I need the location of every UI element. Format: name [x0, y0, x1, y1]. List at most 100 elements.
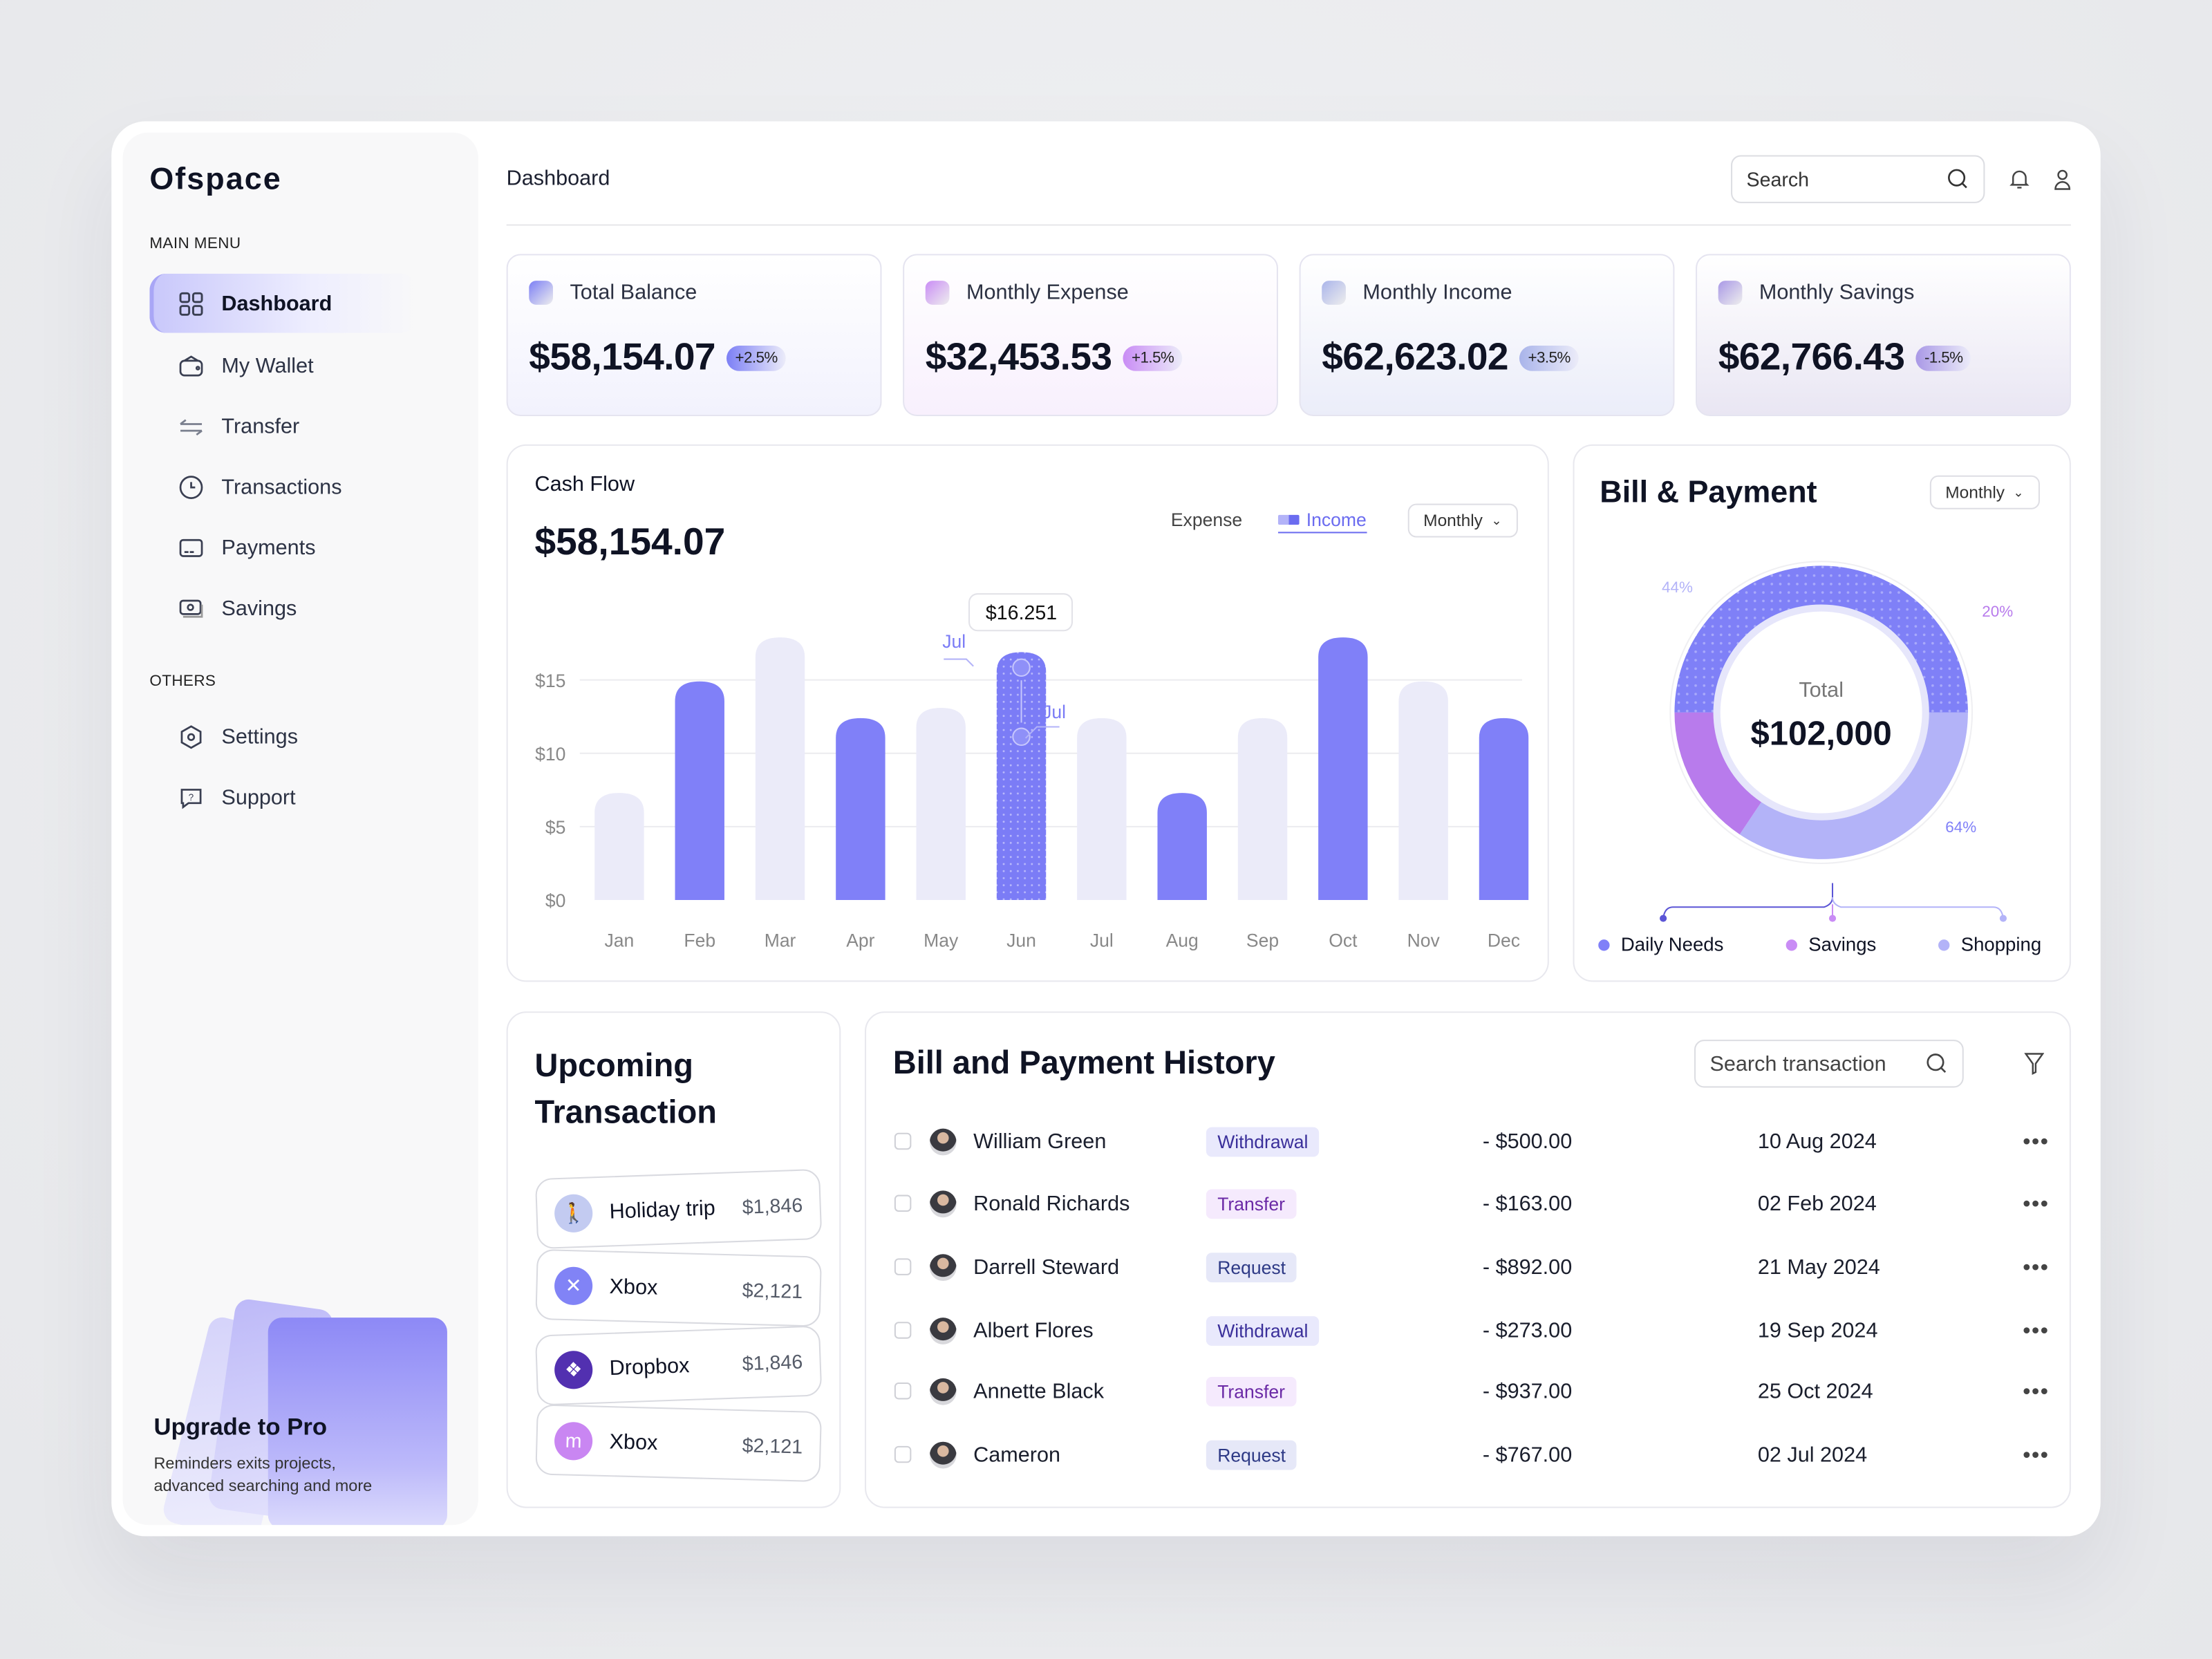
more-options-icon[interactable]: ••• [2023, 1442, 2050, 1467]
row-date: 10 Aug 2024 [1757, 1129, 1877, 1154]
sidebar-item-dashboard[interactable]: Dashboard [149, 273, 418, 333]
row-name: Albert Flores [973, 1318, 1094, 1342]
marker-point [1012, 727, 1031, 747]
type-badge: Transfer [1206, 1376, 1297, 1406]
row-checkbox[interactable] [894, 1445, 912, 1463]
bar-nov[interactable] [1398, 681, 1448, 901]
sidebar-item-support[interactable]: ? Support [149, 767, 418, 827]
table-row[interactable]: Albert Flores Withdrawal - $273.00 19 Sep 2… [894, 1313, 2048, 1347]
header-divider [506, 224, 2071, 226]
row-checkbox[interactable] [894, 1322, 912, 1339]
row-amount: - $892.00 [1482, 1255, 1573, 1279]
upcoming-item[interactable]: ✕ Xbox $2,121 [535, 1248, 823, 1327]
sidebar-item-settings[interactable]: Settings [149, 706, 418, 766]
period-value: Monthly [1945, 482, 2005, 503]
bar-apr[interactable] [836, 718, 885, 901]
upgrade-card[interactable]: Upgrade to Pro Reminders exits projects,… [123, 1289, 478, 1526]
legend-expense[interactable]: Expense [1170, 509, 1243, 531]
connector-dot [1999, 915, 2007, 922]
bar-jun[interactable] [996, 652, 1047, 901]
more-options-icon[interactable]: ••• [2023, 1255, 2050, 1279]
sidebar-item-label: Dashboard [221, 291, 332, 316]
stat-change-badge: +2.5% [727, 344, 787, 371]
search-icon [1948, 169, 1967, 189]
legend-dot [1938, 939, 1950, 950]
upcoming-title: Upcoming Transaction [534, 1047, 717, 1130]
row-name: Darrell Steward [973, 1255, 1120, 1279]
bar-oct[interactable] [1318, 637, 1368, 901]
legend-connector [1662, 883, 1834, 919]
row-checkbox[interactable] [894, 1194, 912, 1212]
upcoming-item[interactable]: ❖ Dropbox $1,846 [534, 1325, 823, 1406]
bar-mar[interactable] [755, 637, 805, 901]
row-amount: - $273.00 [1482, 1318, 1573, 1342]
more-options-icon[interactable]: ••• [2023, 1318, 2050, 1342]
row-amount: - $937.00 [1482, 1378, 1573, 1403]
sidebar-item-transfer[interactable]: Transfer [149, 396, 418, 456]
sidebar-item-my-wallet[interactable]: My Wallet [149, 336, 418, 395]
search-input[interactable]: Search [1731, 155, 1985, 203]
sidebar-item-transactions[interactable]: Transactions [149, 457, 418, 516]
row-checkbox[interactable] [894, 1132, 912, 1150]
more-options-icon[interactable]: ••• [2023, 1378, 2050, 1403]
table-row[interactable]: Annette Black Transfer - $937.00 25 Oct 202… [894, 1374, 2048, 1408]
stat-icon [1322, 281, 1346, 305]
search-placeholder: Search transaction [1709, 1051, 1886, 1076]
legend-income[interactable]: Income [1277, 509, 1367, 534]
row-checkbox[interactable] [894, 1258, 912, 1275]
avatar [929, 1317, 957, 1344]
legend-daily-needs: Daily Needs [1598, 934, 1723, 955]
main-menu-label: MAIN MENU [149, 235, 241, 253]
sidebar-item-savings[interactable]: Savings [149, 579, 418, 638]
search-transaction-input[interactable]: Search transaction [1694, 1040, 1964, 1088]
x-tick-label: Sep [1246, 930, 1279, 950]
table-row[interactable]: William Green Withdrawal - $500.00 10 Aug 2… [894, 1125, 2048, 1159]
filter-icon[interactable] [2024, 1052, 2045, 1076]
bar-aug[interactable] [1157, 793, 1207, 901]
sidebar-item-label: My Wallet [221, 353, 314, 377]
bar-feb[interactable] [675, 681, 724, 901]
chevron-down-icon: ⌄ [1491, 512, 1502, 527]
more-options-icon[interactable]: ••• [2023, 1129, 2050, 1154]
sidebar-item-payments[interactable]: Payments [149, 518, 418, 577]
type-badge: Withdrawal [1206, 1315, 1320, 1345]
donut-segment-daily-needs[interactable] [1674, 565, 1968, 713]
bar-may[interactable] [916, 707, 966, 901]
table-row[interactable]: Cameron Request - $767.00 02 Jul 2024 ••• [894, 1438, 2048, 1472]
cash-flow-period-dropdown[interactable]: Monthly ⌄ [1407, 503, 1518, 538]
x-tick-label: Feb [684, 930, 715, 950]
bill-period-dropdown[interactable]: Monthly ⌄ [1929, 475, 2040, 509]
upcoming-item[interactable]: 🚶 Holiday trip $1,846 [534, 1168, 823, 1250]
stat-value: $58,154.07 [529, 335, 715, 378]
user-icon[interactable] [2052, 168, 2072, 191]
row-checkbox[interactable] [894, 1382, 912, 1400]
grid-icon [179, 291, 203, 315]
settings-icon [180, 724, 202, 749]
clock-icon [179, 475, 203, 498]
more-options-icon[interactable]: ••• [2023, 1191, 2050, 1216]
donut-center-value: $102,000 [1750, 715, 1892, 753]
marker-leader [944, 658, 974, 667]
bar-dec[interactable] [1479, 718, 1529, 901]
history-title: Bill and Payment History [892, 1044, 1275, 1081]
marker-label: Jul [942, 631, 966, 652]
stat-change-badge: -1.5% [1915, 344, 1971, 371]
bar-jul[interactable] [1077, 718, 1127, 901]
legend-dot [1785, 939, 1797, 950]
bell-icon[interactable] [2009, 168, 2030, 191]
table-row[interactable]: Ronald Richards Transfer - $163.00 02 Feb 2… [894, 1186, 2048, 1220]
bar-sep[interactable] [1237, 718, 1288, 901]
upcoming-item[interactable]: m Xbox $2,121 [535, 1404, 823, 1483]
traveler-icon: 🚶 [554, 1192, 594, 1232]
segment-percent-label: 44% [1662, 579, 1693, 596]
donut-segment-shopping[interactable] [1739, 712, 1968, 859]
table-row[interactable]: Darrell Steward Request - $892.00 21 May 20… [894, 1250, 2048, 1284]
segment-percent-label: 64% [1945, 818, 1976, 836]
cash-flow-title: Cash Flow [534, 472, 635, 497]
x-tick-label: Aug [1166, 930, 1199, 950]
stat-label: Monthly Income [1362, 281, 1512, 305]
sidebar-item-label: Settings [221, 724, 299, 749]
bar-jan[interactable] [594, 793, 644, 901]
sidebar-item-label: Support [221, 785, 296, 809]
donut-segment-savings[interactable] [1674, 712, 1762, 835]
